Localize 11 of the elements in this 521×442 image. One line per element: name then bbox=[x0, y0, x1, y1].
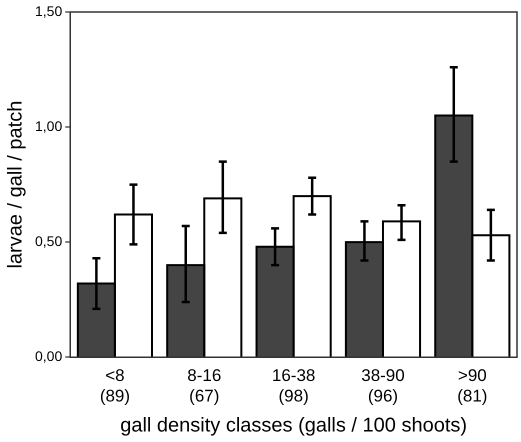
x-tick-label: 38-90 (96) bbox=[361, 366, 405, 406]
x-tick-label: 16-38 (98) bbox=[272, 366, 316, 406]
x-tick-label: 8-16 (67) bbox=[187, 366, 222, 406]
y-tick-label: 1,50 bbox=[35, 2, 62, 19]
x-axis-title: gall density classes (galls / 100 shoots) bbox=[120, 414, 468, 437]
y-axis-title: larvae / gall / patch bbox=[4, 100, 27, 269]
y-tick-label: 1,00 bbox=[35, 118, 62, 134]
x-tick-label: <8 (89) bbox=[100, 366, 130, 406]
y-tick-label: 0,00 bbox=[35, 348, 62, 364]
x-tick-label: >90 (81) bbox=[457, 366, 488, 406]
y-tick-label: 0,50 bbox=[35, 232, 62, 249]
